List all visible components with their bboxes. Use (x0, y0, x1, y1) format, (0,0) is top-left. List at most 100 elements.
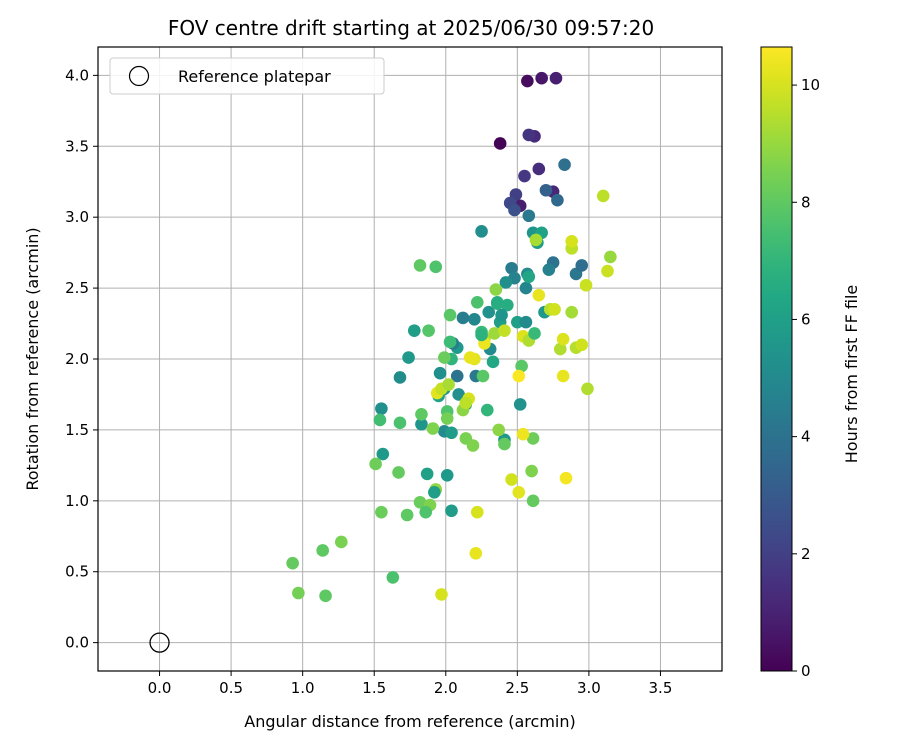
data-point (440, 412, 454, 425)
data-point (445, 504, 458, 518)
data-point (456, 311, 470, 325)
data-point (375, 505, 388, 519)
data-point (518, 169, 531, 183)
data-point (542, 263, 556, 276)
data-point (495, 308, 508, 322)
data-point (515, 359, 528, 373)
x-tick-label: 3.5 (649, 679, 673, 697)
legend: Reference platepar (109, 57, 385, 95)
data-point (459, 396, 473, 410)
data-point (438, 351, 451, 364)
x-tick-label: 0.0 (148, 679, 172, 697)
data-point (516, 427, 530, 441)
data-point (505, 473, 518, 486)
x-tick-label: 2.5 (505, 679, 529, 697)
data-point (488, 327, 501, 340)
data-point (529, 233, 543, 247)
data-point (551, 193, 564, 207)
data-point (429, 260, 443, 274)
data-point (521, 74, 534, 88)
data-point (539, 183, 553, 197)
x-tick-label: 3.0 (577, 679, 601, 697)
colorbar-tick-label: 8 (801, 193, 811, 211)
data-point (443, 308, 457, 322)
legend-box (109, 57, 385, 95)
data-point (443, 335, 457, 349)
data-point (292, 586, 305, 600)
y-tick-label: 3.0 (65, 208, 89, 226)
y-tick-label: 2.5 (65, 279, 89, 297)
colorbar-label: Hours from first FF file (842, 285, 861, 464)
data-point (402, 351, 415, 364)
data-point (419, 505, 433, 519)
data-point (498, 324, 511, 337)
data-point (505, 261, 518, 275)
data-point (489, 283, 503, 296)
data-point (420, 467, 434, 481)
data-point (335, 535, 348, 549)
data-point (526, 432, 540, 445)
data-point (475, 225, 488, 238)
data-point (480, 403, 494, 417)
data-point (575, 259, 589, 272)
reference-marker-layer (149, 632, 170, 653)
data-point (519, 281, 533, 295)
data-point (522, 270, 536, 284)
data-point (415, 408, 428, 421)
data-point (491, 295, 504, 309)
reference-platepar-marker (149, 632, 170, 653)
data-point (463, 351, 477, 364)
data-point (492, 423, 506, 437)
data-point (466, 439, 480, 452)
data-point (601, 264, 614, 278)
data-point (535, 71, 548, 85)
x-tick-label: 1.0 (291, 679, 315, 697)
data-point (286, 556, 299, 570)
data-point (319, 589, 332, 603)
colorbar-tick-label: 6 (801, 310, 811, 328)
data-point (433, 366, 447, 380)
data-point (469, 546, 483, 560)
data-point (468, 312, 481, 326)
y-tick-label: 2.0 (65, 350, 89, 368)
data-point (470, 295, 484, 309)
colorbar-tick-label: 2 (801, 545, 811, 563)
data-point (470, 505, 484, 519)
data-point (486, 355, 500, 369)
colorbar-tick-label: 10 (801, 76, 820, 94)
data-point (579, 278, 593, 292)
legend-entry-reference-platepar: Reference platepar (178, 67, 331, 86)
data-point (376, 447, 390, 461)
data-point (373, 413, 387, 427)
data-point (604, 250, 617, 264)
data-point (522, 209, 536, 223)
data-point (316, 544, 330, 557)
grid (98, 47, 722, 671)
data-point (407, 324, 421, 337)
x-tick-label: 0.5 (219, 679, 243, 697)
legend-marker-open-circle (128, 65, 150, 87)
x-axis-ticks: 0.0 0.5 1.0 1.5 2.0 2.5 3.0 3.5 (148, 671, 673, 697)
data-point (415, 417, 428, 431)
colorbar (761, 47, 792, 671)
colorbar-tick-label: 4 (801, 428, 811, 446)
data-point (493, 137, 507, 150)
y-tick-label: 3.5 (65, 137, 89, 155)
data-point (519, 315, 533, 329)
colorbar-ticks: 0 2 4 6 8 10 (792, 76, 820, 680)
data-point (498, 437, 511, 451)
data-point (375, 402, 388, 415)
data-point (565, 234, 579, 248)
data-points (286, 71, 617, 603)
data-point (525, 464, 538, 478)
data-point (513, 398, 527, 411)
colorbar-frame (760, 46, 793, 672)
y-tick-label: 0.0 (65, 634, 89, 652)
y-tick-label: 1.0 (65, 492, 89, 510)
y-axis-label: Rotation from reference (arcmin) (23, 227, 42, 490)
data-point (501, 298, 514, 312)
data-point (548, 303, 561, 316)
data-point (499, 276, 513, 289)
